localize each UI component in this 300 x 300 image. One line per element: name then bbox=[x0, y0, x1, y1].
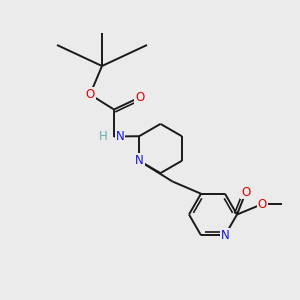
Text: N: N bbox=[135, 154, 144, 167]
Text: N: N bbox=[116, 130, 124, 143]
Text: O: O bbox=[85, 88, 94, 101]
Text: O: O bbox=[135, 91, 144, 104]
Text: O: O bbox=[242, 185, 250, 199]
Text: N: N bbox=[220, 229, 230, 242]
Text: H: H bbox=[99, 130, 108, 143]
Text: O: O bbox=[258, 197, 267, 211]
